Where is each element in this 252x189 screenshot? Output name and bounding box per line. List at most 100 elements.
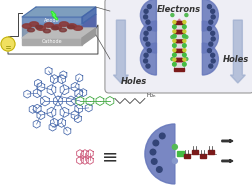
Bar: [174, 53, 184, 57]
Text: $\rm{H_{2n}}$: $\rm{H_{2n}}$: [146, 91, 157, 100]
Circle shape: [144, 59, 148, 63]
Circle shape: [173, 44, 176, 47]
Circle shape: [146, 20, 150, 24]
Circle shape: [151, 159, 157, 164]
Polygon shape: [22, 17, 82, 24]
Circle shape: [156, 167, 162, 172]
Wedge shape: [145, 124, 175, 184]
FancyBboxPatch shape: [105, 0, 252, 93]
Circle shape: [182, 63, 186, 66]
Polygon shape: [82, 28, 96, 45]
Circle shape: [144, 31, 148, 35]
Ellipse shape: [36, 25, 43, 29]
Circle shape: [183, 58, 186, 61]
Circle shape: [211, 31, 215, 35]
Bar: [208, 150, 214, 154]
Circle shape: [173, 21, 176, 24]
Text: Holes: Holes: [223, 54, 249, 64]
Circle shape: [144, 37, 148, 41]
Circle shape: [147, 49, 151, 53]
Circle shape: [185, 14, 188, 17]
Circle shape: [207, 5, 211, 9]
Circle shape: [171, 14, 174, 17]
Wedge shape: [140, 43, 156, 75]
Circle shape: [173, 25, 176, 29]
Polygon shape: [22, 38, 82, 45]
Circle shape: [211, 9, 215, 13]
Ellipse shape: [73, 26, 82, 30]
Ellipse shape: [37, 26, 45, 30]
Ellipse shape: [59, 28, 67, 32]
Circle shape: [182, 25, 186, 29]
Circle shape: [183, 49, 186, 52]
Circle shape: [207, 27, 211, 31]
Bar: [174, 58, 184, 61]
Circle shape: [1, 37, 15, 51]
Ellipse shape: [22, 24, 32, 28]
Polygon shape: [22, 7, 96, 17]
Circle shape: [211, 37, 215, 41]
Bar: [192, 150, 198, 154]
Bar: [174, 67, 184, 70]
FancyArrow shape: [230, 20, 245, 83]
Circle shape: [173, 30, 176, 33]
Ellipse shape: [29, 22, 39, 26]
Wedge shape: [202, 21, 218, 53]
Polygon shape: [22, 24, 82, 38]
Text: Anode: Anode: [44, 18, 60, 23]
Text: Electrons: Electrons: [157, 5, 201, 14]
Circle shape: [173, 49, 176, 52]
Wedge shape: [202, 0, 218, 31]
Circle shape: [150, 149, 156, 155]
Polygon shape: [82, 7, 96, 24]
Circle shape: [183, 21, 186, 24]
Ellipse shape: [52, 25, 61, 29]
Circle shape: [147, 5, 151, 9]
Circle shape: [144, 53, 148, 57]
Circle shape: [182, 44, 186, 47]
Circle shape: [182, 34, 186, 38]
Bar: [174, 49, 184, 52]
Circle shape: [144, 9, 148, 13]
Circle shape: [160, 133, 165, 139]
Bar: [174, 44, 184, 47]
Circle shape: [183, 39, 186, 42]
Circle shape: [211, 15, 215, 19]
Circle shape: [171, 36, 174, 39]
Circle shape: [146, 42, 150, 46]
Ellipse shape: [59, 22, 69, 26]
Circle shape: [209, 20, 213, 24]
Bar: [174, 39, 184, 42]
Bar: [174, 21, 184, 24]
Bar: [200, 154, 206, 158]
Circle shape: [173, 53, 176, 57]
FancyArrow shape: [174, 19, 184, 65]
Circle shape: [182, 53, 186, 57]
Circle shape: [173, 39, 176, 42]
Ellipse shape: [44, 23, 53, 27]
Ellipse shape: [27, 28, 35, 32]
Ellipse shape: [51, 26, 58, 30]
Bar: [184, 154, 190, 158]
Wedge shape: [202, 43, 218, 75]
Circle shape: [211, 59, 215, 63]
FancyArrow shape: [113, 20, 129, 83]
Circle shape: [172, 144, 177, 149]
Bar: [177, 151, 184, 156]
Circle shape: [172, 158, 177, 163]
Circle shape: [173, 63, 176, 66]
Circle shape: [209, 64, 213, 68]
Wedge shape: [140, 0, 156, 31]
Ellipse shape: [68, 24, 76, 28]
Circle shape: [183, 30, 186, 33]
Text: Cathode: Cathode: [42, 39, 62, 44]
Circle shape: [209, 42, 213, 46]
Circle shape: [147, 27, 151, 31]
Ellipse shape: [43, 29, 50, 33]
Circle shape: [146, 64, 150, 68]
Bar: [174, 63, 184, 66]
FancyArrow shape: [222, 139, 233, 143]
Circle shape: [185, 36, 188, 39]
Polygon shape: [22, 28, 96, 38]
Circle shape: [171, 57, 174, 60]
